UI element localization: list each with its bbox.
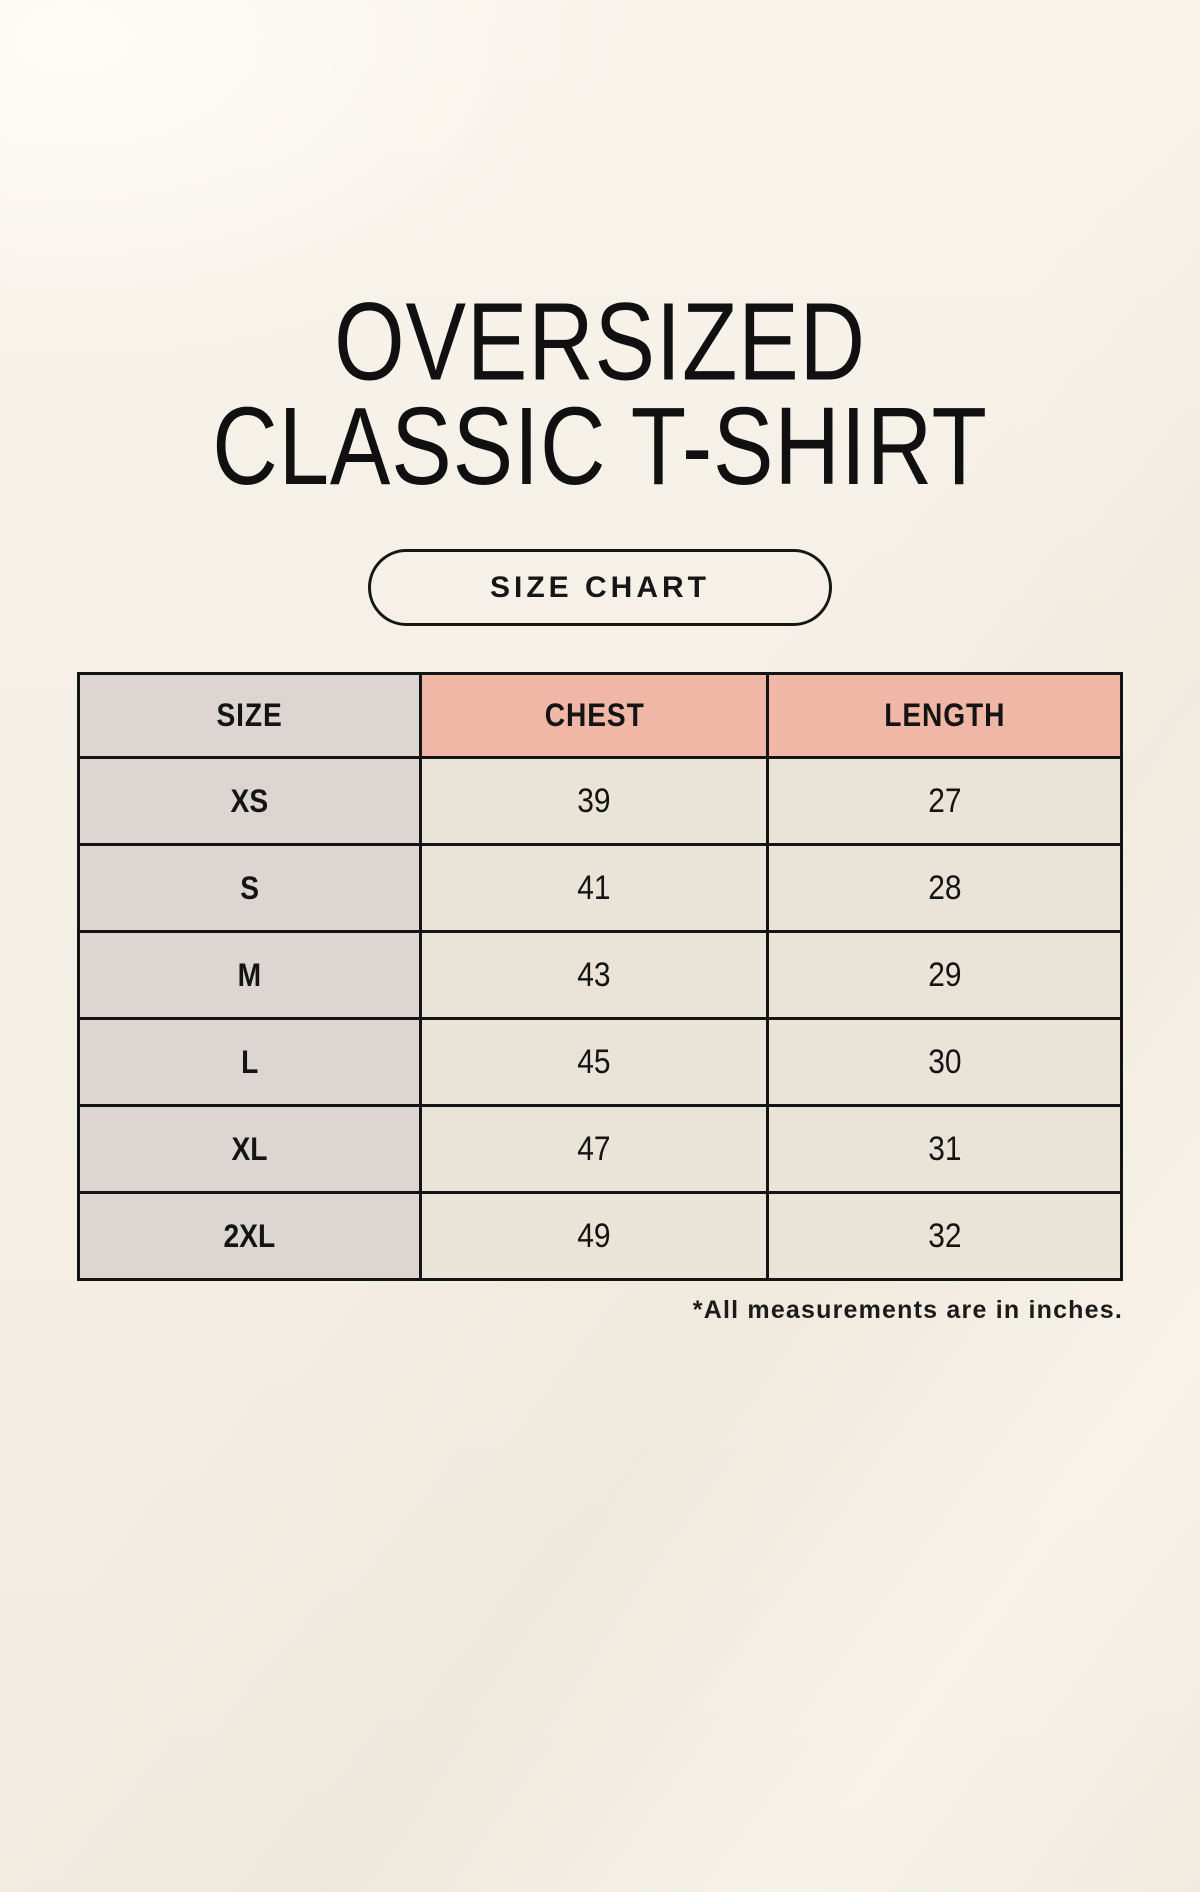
size-chart-button-label: SIZE CHART [490,570,710,604]
length-value: 30 [766,1017,1123,1108]
table-row: 2XL 49 32 [76,1191,1123,1282]
size-label: S [76,843,423,934]
column-header-chest: CHEST [419,672,770,760]
size-label: XL [76,1104,423,1195]
product-title-line2: CLASSIC T-SHIRT [212,383,988,507]
length-value: 32 [766,1191,1123,1282]
size-label: L [76,1017,423,1108]
chest-value: 43 [419,930,770,1021]
chest-value: 45 [419,1017,770,1108]
measurements-footnote: *All measurements are in inches. [692,1296,1123,1325]
length-value: 29 [766,930,1123,1021]
column-header-length: LENGTH [766,672,1123,760]
table-row: M 43 29 [76,930,1123,1021]
size-label: 2XL [76,1191,423,1282]
table-header-row: SIZE CHEST LENGTH [76,672,1123,760]
length-value: 31 [766,1104,1123,1195]
table-row: L 45 30 [76,1017,1123,1108]
size-label: XS [76,756,423,847]
table-row: XL 47 31 [76,1104,1123,1195]
table-row: S 41 28 [76,843,1123,934]
product-title: OVERSIZED CLASSIC T-SHIRT [96,279,1104,507]
product-title-line1: OVERSIZED [334,279,866,404]
chest-value: 41 [419,843,770,934]
length-value: 28 [766,843,1123,934]
chest-value: 47 [419,1104,770,1195]
size-chart-table: SIZE CHEST LENGTH XS 39 27 S 41 28 M 43 … [76,672,1123,1282]
size-label: M [76,930,423,1021]
chest-value: 49 [419,1191,770,1282]
chest-value: 39 [419,756,770,847]
length-value: 27 [766,756,1123,847]
size-chart-button[interactable]: SIZE CHART [368,549,832,627]
column-header-size: SIZE [76,672,423,760]
table-row: XS 39 27 [76,756,1123,847]
